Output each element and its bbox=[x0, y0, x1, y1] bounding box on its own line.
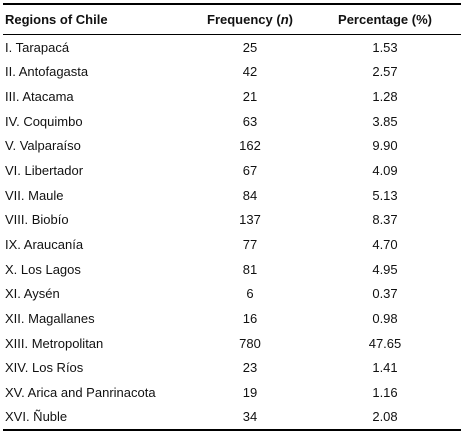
table-row: I. Tarapacá 25 1.53 bbox=[3, 35, 461, 60]
percentage-cell: 4.09 bbox=[372, 163, 398, 179]
region-cell: III. Atacama bbox=[5, 89, 74, 105]
frequency-cell: 81 bbox=[242, 261, 258, 277]
table-row: XII. Magallanes 16 0.98 bbox=[3, 306, 461, 331]
percentage-cell: 0.37 bbox=[372, 286, 398, 302]
percentage-cell: 1.41 bbox=[372, 360, 398, 376]
frequency-cell: 84 bbox=[242, 187, 258, 203]
percentage-cell: 1.28 bbox=[372, 89, 398, 105]
percentage-cell: 47.65 bbox=[368, 335, 402, 351]
frequency-cell: 162 bbox=[239, 138, 261, 154]
percentage-cell: 2.08 bbox=[372, 409, 398, 425]
table-row: XIV. Los Ríos 23 1.41 bbox=[3, 355, 461, 380]
table-row: III. Atacama 21 1.28 bbox=[3, 84, 461, 109]
region-cell: V. Valparaíso bbox=[5, 138, 81, 154]
region-cell: I. Tarapacá bbox=[5, 39, 70, 55]
frequency-cell: 23 bbox=[242, 360, 258, 376]
table-row: V. Valparaíso 162 9.90 bbox=[3, 134, 461, 159]
region-cell: VII. Maule bbox=[5, 187, 64, 203]
frequency-cell: 21 bbox=[242, 89, 258, 105]
frequency-cell: 19 bbox=[242, 384, 258, 400]
frequency-cell: 42 bbox=[242, 64, 258, 80]
region-cell: VIII. Biobío bbox=[5, 212, 69, 228]
region-cell: II. Antofagasta bbox=[5, 64, 89, 80]
percentage-cell: 4.95 bbox=[372, 261, 398, 277]
percentage-cell: 1.16 bbox=[372, 384, 398, 400]
percentage-cell: 4.70 bbox=[372, 236, 398, 252]
table-row: VIII. Biobío 137 8.37 bbox=[3, 207, 461, 232]
region-cell: XIV. Los Ríos bbox=[5, 360, 84, 376]
percentage-cell: 5.13 bbox=[372, 187, 398, 203]
table-row: II. Antofagasta 42 2.57 bbox=[3, 60, 461, 85]
region-cell: IX. Araucanía bbox=[5, 236, 84, 252]
header-frequency-prefix: Frequency ( bbox=[207, 12, 281, 27]
table-body: I. Tarapacá 25 1.53 II. Antofagasta 42 2.57 II… bbox=[3, 35, 461, 432]
frequency-cell: 63 bbox=[242, 113, 258, 129]
frequency-cell: 780 bbox=[239, 335, 261, 351]
frequency-cell: 6 bbox=[246, 286, 254, 302]
header-percentage: Percentage (%) bbox=[338, 12, 432, 27]
regions-table: Regions of Chile Frequency (n) Percentag… bbox=[3, 3, 461, 432]
region-cell: XV. Arica and Panrinacota bbox=[5, 384, 156, 400]
frequency-cell: 67 bbox=[242, 163, 258, 179]
frequency-cell: 16 bbox=[242, 310, 258, 326]
percentage-cell: 3.85 bbox=[372, 113, 398, 129]
region-cell: XVI. Ñuble bbox=[5, 409, 68, 425]
table-row: XV. Arica and Panrinacota 19 1.16 bbox=[3, 380, 461, 405]
header-frequency-suffix: ) bbox=[288, 12, 293, 27]
percentage-cell: 1.53 bbox=[372, 39, 398, 55]
table-row: XVI. Ñuble 34 2.08 bbox=[3, 405, 461, 430]
percentage-cell: 2.57 bbox=[372, 64, 398, 80]
header-frequency: Frequency (n) bbox=[191, 12, 309, 27]
table-row: IX. Araucanía 77 4.70 bbox=[3, 232, 461, 257]
table-header-row: Regions of Chile Frequency (n) Percentag… bbox=[3, 3, 461, 35]
table-row: VI. Libertador 67 4.09 bbox=[3, 158, 461, 183]
region-cell: VI. Libertador bbox=[5, 163, 84, 179]
table-row: XIII. Metropolitan 780 47.65 bbox=[3, 331, 461, 356]
frequency-cell: 34 bbox=[242, 409, 258, 425]
region-cell: XIII. Metropolitan bbox=[5, 335, 104, 351]
region-cell: XII. Magallanes bbox=[5, 310, 95, 326]
table-row: X. Los Lagos 81 4.95 bbox=[3, 257, 461, 282]
percentage-cell: 9.90 bbox=[372, 138, 398, 154]
header-frequency-var: n bbox=[280, 12, 289, 27]
table-row: VII. Maule 84 5.13 bbox=[3, 183, 461, 208]
percentage-cell: 8.37 bbox=[372, 212, 398, 228]
table-row: XI. Aysén 6 0.37 bbox=[3, 281, 461, 306]
frequency-cell: 137 bbox=[239, 212, 261, 228]
region-cell: IV. Coquimbo bbox=[5, 113, 83, 129]
percentage-cell: 0.98 bbox=[372, 310, 398, 326]
table-row: IV. Coquimbo 63 3.85 bbox=[3, 109, 461, 134]
region-cell: XI. Aysén bbox=[5, 286, 60, 302]
header-region: Regions of Chile bbox=[5, 12, 108, 27]
frequency-cell: 77 bbox=[242, 236, 258, 252]
region-cell: X. Los Lagos bbox=[5, 261, 81, 277]
frequency-cell: 25 bbox=[242, 39, 258, 55]
